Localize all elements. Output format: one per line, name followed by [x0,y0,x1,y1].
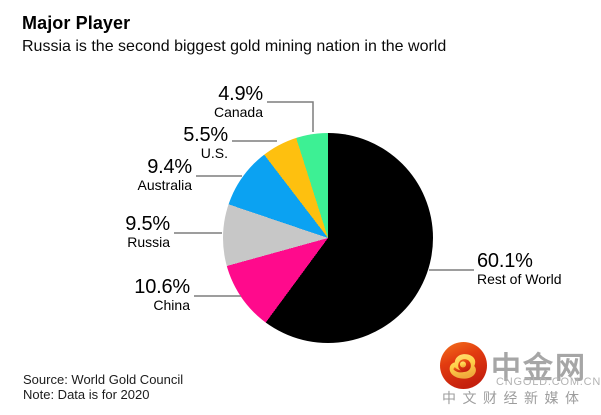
callout-canada-percent: 4.9% [218,83,263,105]
callout-us: 5.5% U.S. [183,124,228,161]
chart-footnotes: Source: World Gold Council Note: Data is… [23,372,183,402]
cngold-logo-tagline: 中文财经新媒体 [442,390,586,406]
callout-canada-label: Canada [213,104,263,120]
cngold-logo: 中金网 CNGOLD.COM.CN 中文财经新媒体 [438,340,600,406]
callout-australia-label: Australia [137,177,192,193]
callout-china-label: China [153,297,190,313]
callout-rest-of-world: 60.1% Rest of World [477,250,562,287]
source-text: Source: World Gold Council [23,372,184,387]
callout-australia: 9.4% Australia [137,156,193,193]
callout-china-percent: 10.6% [134,276,190,298]
callout-russia-percent: 9.5% [125,213,170,235]
callout-rest-of-world-percent: 60.1% [477,250,533,272]
callout-rest-of-world-label: Rest of World [477,271,562,287]
leader-line-canada [267,101,314,132]
callout-russia: 9.5% Russia [125,213,170,250]
cngold-logo-domain: CNGOLD.COM.CN [496,376,601,388]
callout-us-label: U.S. [200,145,228,161]
cngold-cloud-swirl-icon [440,342,487,389]
callout-us-percent: 5.5% [183,124,228,146]
callout-australia-percent: 9.4% [147,156,192,178]
note-text: Note: Data is for 2020 [23,387,150,402]
callout-russia-label: Russia [127,234,170,250]
page-title: Major Player [22,13,131,33]
callout-china: 10.6% China [134,276,190,313]
pie-chart [223,133,433,343]
callout-canada: 4.9% Canada [213,83,263,120]
page-subtitle: Russia is the second biggest gold mining… [22,38,447,55]
cngold-logo-name: 中金网 [491,352,587,385]
